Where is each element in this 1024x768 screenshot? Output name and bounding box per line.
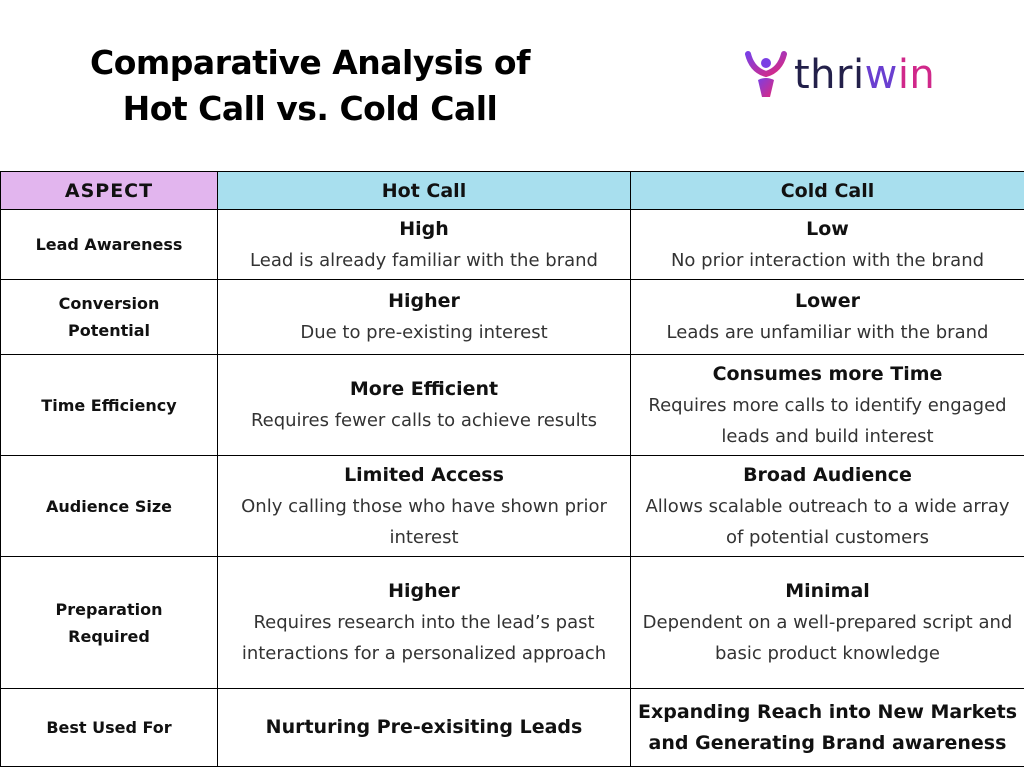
hot-description: Requires research into the lead’s past i… bbox=[241, 612, 607, 664]
cold-description: Dependent on a well-prepared script and … bbox=[642, 612, 1013, 664]
cold-rating: Lower bbox=[795, 290, 860, 312]
aspect-cell: Lead Awareness bbox=[0, 209, 218, 280]
cold-cell: Broad Audience Allows scalable outreach … bbox=[630, 455, 1024, 557]
table-row: Audience Size Limited Access Only callin… bbox=[0, 455, 1024, 557]
header-cold-call: Cold Call bbox=[630, 171, 1024, 210]
title-line-1: Comparative Analysis of bbox=[90, 43, 530, 82]
cold-rating: Low bbox=[806, 217, 849, 240]
person-raising-arms-icon bbox=[745, 51, 787, 97]
cold-description: Requires more calls to identify engaged … bbox=[648, 394, 1007, 447]
cold-description: Allows scalable outreach to a wide array… bbox=[645, 495, 1010, 548]
header-hot-call: Hot Call bbox=[217, 171, 631, 210]
hot-description: Due to pre-existing interest bbox=[300, 322, 548, 343]
table-header-row: ASPECT Hot Call Cold Call bbox=[0, 171, 1024, 210]
cold-rating: Minimal bbox=[785, 580, 870, 602]
hot-cell: More Efficient Requires fewer calls to a… bbox=[217, 354, 631, 456]
hot-cell: Higher Due to pre-existing interest bbox=[217, 279, 631, 355]
logo-text-part-2: w bbox=[864, 52, 898, 98]
hot-rating: Higher bbox=[388, 290, 460, 312]
table-row: Preparation Required Higher Requires res… bbox=[0, 556, 1024, 689]
hot-description: Only calling those who have shown prior … bbox=[241, 495, 607, 548]
logo-wordmark: thriwin bbox=[794, 50, 935, 100]
hot-rating: High bbox=[399, 217, 449, 240]
hot-rating: Higher bbox=[388, 580, 460, 602]
aspect-label: Preparation Required bbox=[55, 599, 163, 646]
header-aspect: ASPECT bbox=[0, 171, 218, 210]
table-row: Lead Awareness High Lead is already fami… bbox=[0, 209, 1024, 280]
logo-text-part-1: thri bbox=[794, 52, 865, 98]
hot-cell: Limited Access Only calling those who ha… bbox=[217, 455, 631, 557]
cold-rating: Broad Audience bbox=[743, 463, 912, 486]
cold-cell: Minimal Dependent on a well-prepared scr… bbox=[630, 556, 1024, 689]
cold-cell: Lower Leads are unfamiliar with the bran… bbox=[630, 279, 1024, 355]
hot-description: Requires fewer calls to achieve results bbox=[250, 410, 598, 431]
table-row: Conversion Potential Higher Due to pre-e… bbox=[0, 279, 1024, 355]
logo-text-part-3: in bbox=[897, 52, 936, 98]
hot-rating: Limited Access bbox=[344, 463, 504, 486]
cold-description: No prior interaction with the brand bbox=[670, 249, 985, 271]
cold-rating: Consumes more Time bbox=[712, 362, 943, 385]
aspect-cell: Time Efficiency bbox=[0, 354, 218, 456]
hot-cell: High Lead is already familiar with the b… bbox=[217, 209, 631, 280]
table-row: Time Efficiency More Efficient Requires … bbox=[0, 354, 1024, 456]
aspect-cell: Audience Size bbox=[0, 455, 218, 557]
aspect-cell: Best Used For bbox=[0, 688, 218, 767]
cold-cell: Low No prior interaction with the brand bbox=[630, 209, 1024, 280]
aspect-label: Conversion Potential bbox=[58, 294, 160, 340]
hot-cell: Higher Requires research into the lead’s… bbox=[217, 556, 631, 689]
table-row: Best Used For Nurturing Pre-exisiting Le… bbox=[0, 688, 1024, 767]
thriwin-logo: thriwin bbox=[744, 50, 935, 100]
hot-best-use: Nurturing Pre-exisiting Leads bbox=[217, 688, 631, 767]
cold-cell: Consumes more Time Requires more calls t… bbox=[630, 354, 1024, 456]
hot-rating: More Efficient bbox=[349, 378, 499, 400]
aspect-cell: Conversion Potential bbox=[0, 279, 218, 355]
comparison-table: ASPECT Hot Call Cold Call Lead Awareness… bbox=[0, 171, 1024, 767]
cold-description: Leads are unfamiliar with the brand bbox=[666, 322, 989, 343]
hot-description: Lead is already familiar with the brand bbox=[250, 249, 598, 271]
page-title: Comparative Analysis of Hot Call vs. Col… bbox=[40, 40, 580, 132]
cold-best-use: Expanding Reach into New Markets and Gen… bbox=[630, 688, 1024, 767]
aspect-cell: Preparation Required bbox=[0, 556, 218, 689]
title-line-2: Hot Call vs. Cold Call bbox=[122, 89, 498, 128]
